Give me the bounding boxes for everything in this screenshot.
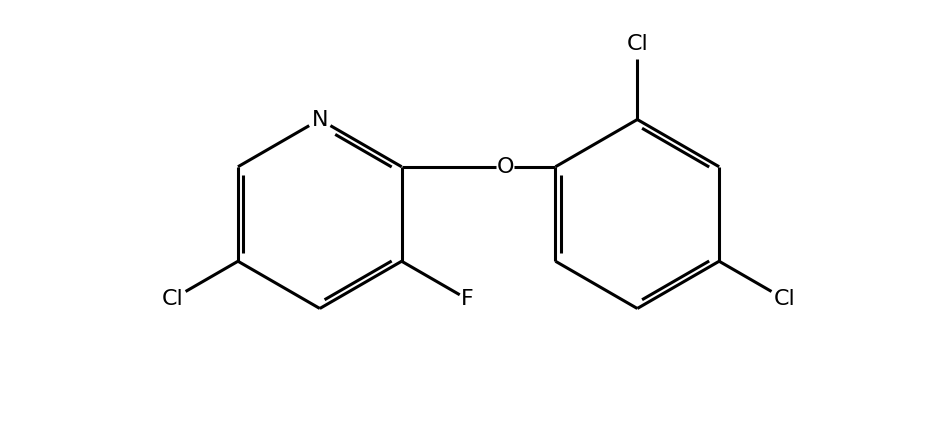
Text: Cl: Cl xyxy=(626,34,648,54)
Text: N: N xyxy=(312,110,328,130)
Text: Cl: Cl xyxy=(773,289,795,309)
Text: F: F xyxy=(461,289,474,309)
Text: O: O xyxy=(496,157,513,177)
Text: Cl: Cl xyxy=(162,289,184,309)
